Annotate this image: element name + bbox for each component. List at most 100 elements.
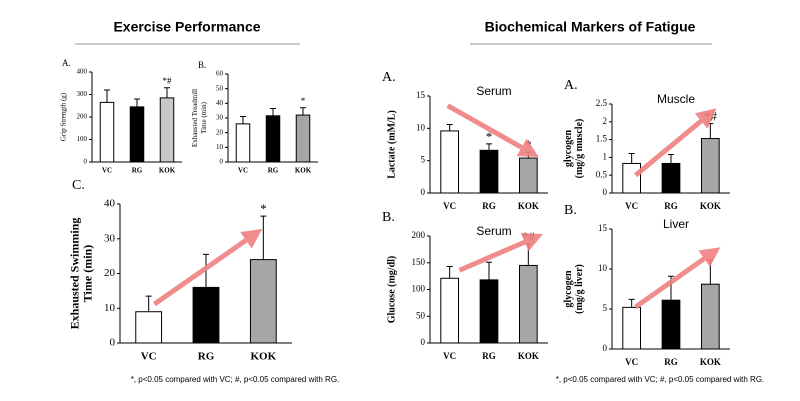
error-bar bbox=[260, 215, 267, 260]
y-tick-label: 30 bbox=[216, 114, 224, 122]
x-tick-label: RG bbox=[664, 201, 678, 211]
y-tick-label: 20 bbox=[104, 267, 116, 279]
panel-note: Liver bbox=[663, 217, 689, 231]
y-tick-label: 2.5 bbox=[596, 98, 608, 108]
bar bbox=[622, 306, 642, 350]
error-bar bbox=[486, 261, 492, 280]
bar bbox=[479, 279, 499, 344]
y-tick-label: 0 bbox=[220, 158, 224, 166]
panel-label: A. bbox=[564, 78, 578, 93]
y-axis-label: (mg/g muscle) bbox=[574, 119, 585, 179]
y-tick-label: 60 bbox=[216, 70, 224, 78]
bar bbox=[661, 299, 681, 350]
significance-mark: *# bbox=[163, 76, 173, 86]
trend-arrow bbox=[458, 232, 544, 273]
y-tick-label: 0 bbox=[84, 158, 88, 166]
y-tick-label: 0 bbox=[603, 187, 608, 197]
y-tick-label: 200 bbox=[77, 113, 88, 121]
error-bar bbox=[446, 123, 453, 131]
x-tick-label: VC bbox=[102, 167, 112, 175]
y-axis-label: Exhausted Treadmill bbox=[191, 89, 199, 147]
y-tick-label: 10 bbox=[416, 122, 426, 132]
significance-mark: * bbox=[260, 201, 267, 216]
x-tick-label: KOK bbox=[250, 351, 276, 363]
panel-note: Serum bbox=[476, 84, 511, 98]
y-axis-label: Time (min) bbox=[80, 245, 94, 302]
y-tick-label: 10 bbox=[598, 263, 608, 273]
y-axis-label: Lactate (mM/L) bbox=[386, 110, 397, 179]
bar bbox=[99, 101, 115, 163]
error-bar bbox=[628, 298, 635, 308]
y-tick-label: 30 bbox=[104, 232, 116, 244]
bar bbox=[518, 264, 538, 344]
y-tick-label: 0 bbox=[421, 187, 426, 197]
bar bbox=[440, 277, 460, 344]
y-tick-label: 20 bbox=[216, 128, 224, 136]
y-tick-label: 200 bbox=[412, 230, 426, 240]
y-tick-label: 0.5 bbox=[596, 169, 608, 179]
error-bar bbox=[525, 243, 532, 266]
y-tick-label: 0 bbox=[421, 337, 426, 347]
bar bbox=[192, 286, 220, 344]
y-tick-label: 50 bbox=[416, 310, 426, 320]
x-tick-label: KOK bbox=[700, 357, 721, 367]
y-tick-label: 50 bbox=[216, 84, 224, 92]
bar bbox=[249, 259, 277, 344]
x-tick-label: RG bbox=[268, 167, 279, 175]
x-tick-label: VC bbox=[141, 351, 157, 363]
y-axis-label: Glucose (mg/dl) bbox=[386, 256, 397, 324]
x-tick-label: RG bbox=[482, 201, 496, 211]
y-axis-label: glycogen bbox=[563, 270, 574, 308]
error-bar bbox=[134, 98, 140, 107]
x-tick-label: RG bbox=[664, 357, 678, 367]
y-tick-label: 150 bbox=[412, 257, 426, 267]
panel-note: Serum bbox=[476, 224, 511, 238]
y-tick-label: 5 bbox=[421, 155, 426, 165]
error-bar bbox=[707, 123, 714, 139]
x-tick-label: VC bbox=[625, 357, 638, 367]
y-tick-label: 1.5 bbox=[596, 134, 608, 144]
y-tick-label: 10 bbox=[104, 302, 116, 314]
bar bbox=[135, 311, 163, 344]
y-tick-label: 10 bbox=[216, 143, 224, 151]
error-bar bbox=[707, 259, 714, 285]
bar bbox=[235, 123, 251, 163]
x-tick-label: KOK bbox=[295, 167, 312, 175]
bar bbox=[479, 149, 499, 194]
y-tick-label: 1 bbox=[603, 151, 608, 161]
x-tick-label: RG bbox=[482, 351, 496, 361]
bar bbox=[661, 162, 681, 194]
error-bar bbox=[240, 116, 246, 124]
y-tick-label: 0 bbox=[603, 343, 608, 353]
trend-arrow bbox=[446, 103, 540, 158]
y-tick-label: 40 bbox=[104, 198, 116, 210]
y-axis-label: Exhausted Swimming bbox=[67, 218, 81, 330]
panel-label: A. bbox=[382, 70, 396, 85]
bar bbox=[440, 130, 460, 194]
panel-note: Muscle bbox=[657, 92, 695, 106]
significance-mark: * bbox=[486, 129, 493, 144]
trend-arrow bbox=[152, 228, 263, 307]
y-tick-label: 15 bbox=[598, 223, 608, 233]
bar bbox=[518, 157, 538, 194]
section-title: Exercise Performance bbox=[113, 19, 260, 35]
panel-label: B. bbox=[198, 60, 206, 70]
panel-label: A. bbox=[62, 58, 71, 68]
error-bar bbox=[300, 107, 306, 116]
y-axis-label: (mg/g liver) bbox=[574, 264, 585, 314]
bar bbox=[700, 283, 720, 350]
x-tick-label: KOK bbox=[518, 201, 539, 211]
bar bbox=[159, 97, 175, 163]
x-tick-label: RG bbox=[198, 351, 215, 363]
panel-label: C. bbox=[72, 178, 85, 193]
x-tick-label: KOK bbox=[518, 351, 539, 361]
y-tick-label: 15 bbox=[416, 90, 426, 100]
error-bar bbox=[486, 143, 492, 151]
footnote: *, p<0.05 compared with VC; #, p<0.05 co… bbox=[131, 375, 340, 384]
bar bbox=[129, 106, 145, 163]
error-bar bbox=[446, 265, 453, 279]
trend-arrow bbox=[634, 247, 721, 310]
x-tick-label: KOK bbox=[159, 167, 176, 175]
panel-label: B. bbox=[382, 210, 395, 225]
